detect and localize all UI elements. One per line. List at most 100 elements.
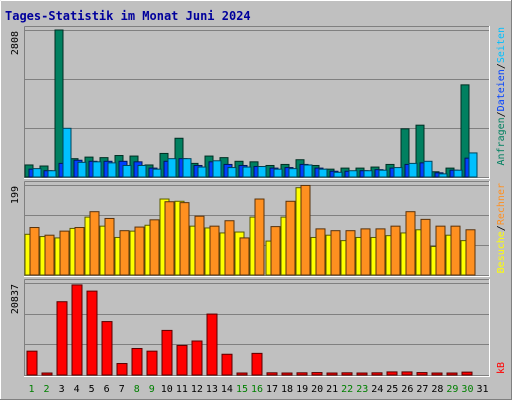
bar-seiten-7 (122, 164, 132, 178)
x-tick-label: 26 (401, 384, 413, 395)
bar-kb-28 (431, 372, 443, 376)
bar-rechner-9 (149, 219, 160, 276)
bar-seiten-12 (197, 166, 207, 178)
bar-seiten-16 (257, 166, 267, 178)
bar-kb-18 (281, 372, 293, 376)
legend-entry: Dateien (496, 69, 507, 111)
bar-kb-26 (401, 371, 413, 376)
bar-rechner-25 (390, 225, 401, 276)
bar-rechner-19 (300, 184, 311, 276)
x-tick-label: 18 (281, 384, 293, 395)
bar-kb-12 (191, 340, 203, 376)
legend-label-top: Anfragen/Dateien/Seiten (496, 27, 507, 166)
x-tick-label: 29 (446, 384, 458, 395)
bar-rechner-27 (420, 218, 431, 276)
x-tick-label: 3 (59, 384, 65, 395)
bar-rechner-4 (74, 227, 85, 276)
bar-rechner-6 (104, 217, 115, 276)
bar-rechner-8 (134, 226, 145, 276)
bar-rechner-23 (360, 228, 371, 276)
x-tick-label: 8 (134, 384, 140, 395)
bar-rechner-28 (435, 225, 446, 276)
bar-kb-25 (386, 371, 398, 376)
bar-kb-23 (356, 372, 368, 376)
bar-kb-8 (131, 348, 143, 376)
bar-seiten-3 (62, 127, 72, 178)
legend-entry: / (496, 63, 507, 69)
bar-rechner-15 (239, 237, 250, 276)
bar-kb-27 (416, 372, 428, 376)
bar-kb-6 (101, 321, 113, 376)
bar-seiten-26 (408, 162, 418, 178)
bar-seiten-18 (288, 168, 298, 178)
bar-seiten-17 (273, 168, 283, 178)
y-max-label: 2808 (10, 31, 21, 55)
legend-entry: Anfragen (496, 117, 507, 165)
bar-rechner-17 (270, 226, 281, 276)
x-tick-label: 4 (74, 384, 80, 395)
plot-area (24, 26, 490, 179)
x-tick-label: 17 (266, 384, 278, 395)
bar-rechner-13 (209, 225, 220, 276)
legend-label-middle: Besuche/Rechner (496, 183, 507, 273)
y-max-label: 20837 (10, 284, 21, 314)
bar-seiten-13 (212, 160, 222, 178)
bar-seiten-2 (47, 170, 57, 178)
x-tick-label: 13 (206, 384, 218, 395)
x-tick-label: 12 (191, 384, 203, 395)
legend-entry: Rechner (496, 183, 507, 225)
bar-seiten-8 (137, 164, 147, 178)
x-tick-label: 21 (326, 384, 338, 395)
bar-seiten-19 (303, 164, 313, 178)
bar-seiten-27 (423, 160, 433, 178)
bar-kb-2 (41, 372, 53, 376)
bar-rechner-5 (89, 211, 100, 276)
bar-rechner-11 (179, 202, 190, 276)
legend-entry: / (496, 111, 507, 117)
bar-kb-10 (161, 329, 173, 376)
bar-seiten-25 (393, 167, 403, 178)
bar-seiten-1 (32, 168, 42, 178)
bar-rechner-30 (465, 229, 476, 276)
bar-rechner-7 (119, 230, 130, 276)
bar-seiten-29 (453, 169, 463, 178)
x-tick-label: 14 (221, 384, 233, 395)
x-tick-label: 19 (296, 384, 308, 395)
bar-seiten-28 (438, 173, 448, 178)
bar-seiten-20 (318, 168, 328, 178)
bar-kb-7 (116, 363, 128, 376)
bar-rechner-21 (330, 230, 341, 276)
series-legend-labels: Anfragen/Dateien/Seiten Besuche/Rechner kB (496, 27, 507, 374)
bar-rechner-1 (29, 227, 40, 276)
bar-seiten-14 (227, 167, 237, 178)
bar-seiten-30 (468, 152, 478, 178)
x-tick-label: 11 (176, 384, 188, 395)
bar-seiten-6 (107, 162, 117, 178)
bar-anfragen-3 (54, 29, 64, 178)
bar-seiten-10 (167, 158, 177, 178)
bar-rechner-2 (44, 234, 55, 276)
x-tick-label: 2 (44, 384, 50, 395)
bar-kb-14 (221, 353, 233, 376)
bar-kb-11 (176, 344, 188, 376)
x-tick-label: 24 (371, 384, 383, 395)
panel-middle: 199 (10, 181, 490, 277)
bar-seiten-22 (348, 170, 358, 178)
bar-kb-19 (296, 372, 308, 376)
x-tick-label: 31 (476, 384, 488, 395)
bar-kb-22 (341, 372, 353, 376)
x-tick-label: 15 (236, 384, 248, 395)
x-tick-label: 23 (356, 384, 368, 395)
series-rechner (29, 184, 476, 276)
bar-kb-13 (206, 313, 218, 376)
x-tick-label: 1 (29, 384, 35, 395)
bar-rechner-18 (285, 200, 296, 276)
x-tick-label: 20 (311, 384, 323, 395)
bar-seiten-15 (242, 166, 252, 178)
bar-rechner-20 (315, 228, 326, 276)
bar-kb-20 (311, 372, 323, 376)
legend-entry: kB (496, 362, 507, 374)
x-tick-label: 16 (251, 384, 263, 395)
bar-kb-29 (446, 372, 458, 376)
